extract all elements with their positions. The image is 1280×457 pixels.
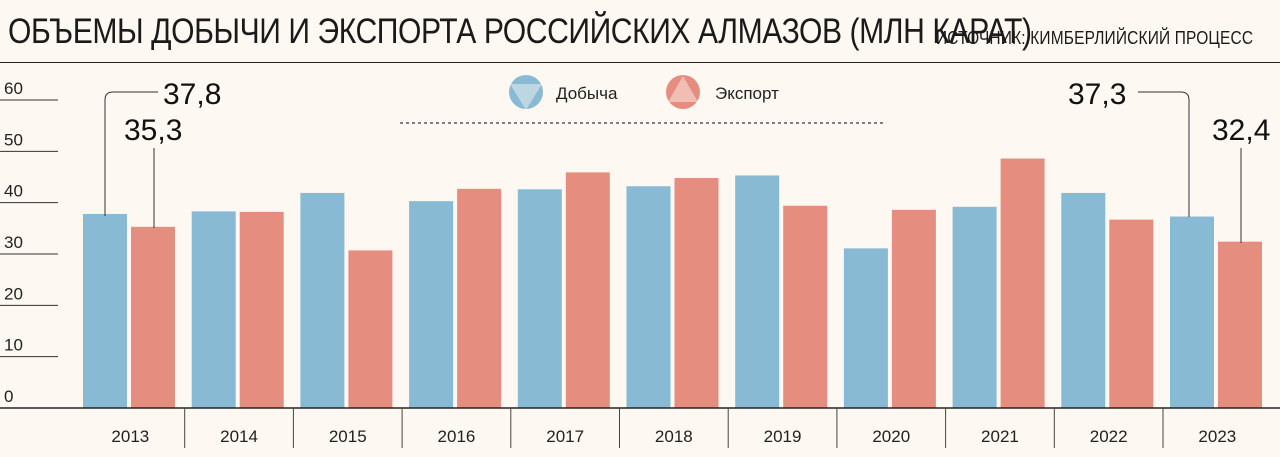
y-tick-label-50: 50 — [4, 130, 23, 149]
x-tick-label-2021: 2021 — [981, 427, 1019, 446]
legend-label-production: Добыча — [556, 84, 618, 103]
legend-item-production: Добыча — [509, 75, 618, 110]
callout-leader-2013-production — [104, 91, 158, 216]
bar-production-2018 — [626, 186, 671, 408]
chart-header: ОБЪЕМЫ ДОБЫЧИ И ЭКСПОРТА РОССИЙСКИХ АЛМА… — [0, 0, 1280, 63]
bar-export-2014 — [239, 211, 284, 408]
callout-leader-2023-production — [1138, 91, 1190, 217]
x-tick-label-2019: 2019 — [764, 427, 802, 446]
x-tick-label-2023: 2023 — [1198, 427, 1236, 446]
bar-production-2014 — [191, 211, 236, 408]
bar-production-2022 — [1061, 192, 1106, 408]
x-tick-label-2022: 2022 — [1090, 427, 1128, 446]
bar-export-2020 — [891, 209, 936, 408]
legend-label-export: Экспорт — [715, 84, 779, 103]
x-tick-label-2018: 2018 — [655, 427, 693, 446]
x-tick-label-2020: 2020 — [872, 427, 910, 446]
bar-export-2016 — [457, 188, 502, 408]
y-tick-label-40: 40 — [4, 182, 23, 201]
bar-production-2020 — [843, 248, 888, 408]
y-tick-label-20: 20 — [4, 284, 23, 303]
bars — [83, 158, 1262, 408]
bar-export-2023 — [1218, 241, 1262, 408]
bar-production-2019 — [735, 175, 780, 408]
bar-production-2015 — [300, 192, 345, 408]
y-tick-label-60: 60 — [4, 79, 23, 98]
x-axis: 2013 2014 2015 2016 2017 2018 2019 2020 2021 2022… — [0, 407, 1280, 448]
x-tick-label-2014: 2014 — [220, 427, 258, 446]
bar-production-2017 — [517, 189, 562, 408]
production-icon — [509, 75, 543, 110]
bar-export-2013 — [131, 226, 175, 408]
y-tick-label-0: 0 — [4, 387, 13, 406]
bar-export-2021 — [1000, 158, 1045, 408]
bar-production-2016 — [409, 201, 454, 408]
bar-export-2017 — [565, 172, 610, 408]
bar-production-2023 — [1170, 216, 1214, 408]
bar-export-2022 — [1109, 219, 1154, 408]
y-tick-label-30: 30 — [4, 233, 23, 252]
chart-source: ИСТОЧНИК: КИМБЕРЛИЙСКИЙ ПРОЦЕСС — [936, 28, 1254, 48]
gridlines — [0, 99, 58, 358]
callout-2023-production: 37,3 — [1068, 78, 1126, 111]
y-axis-labels: 0 10 20 30 40 50 60 — [4, 79, 23, 406]
bar-export-2019 — [783, 205, 828, 408]
chart-title: ОБЪЕМЫ ДОБЫЧИ И ЭКСПОРТА РОССИЙСКИХ АЛМА… — [8, 12, 1032, 51]
y-tick-label-10: 10 — [4, 336, 23, 355]
x-tick-label-2013: 2013 — [111, 427, 149, 446]
bar-production-2013 — [83, 213, 127, 408]
x-tick-label-2015: 2015 — [329, 427, 367, 446]
callout-2013-export: 35,3 — [124, 114, 182, 147]
callout-2013-production: 37,8 — [163, 78, 221, 111]
bar-production-2021 — [952, 206, 997, 408]
x-tick-label-2016: 2016 — [438, 427, 476, 446]
callouts: 37,8 35,3 37,3 32,4 — [104, 78, 1270, 243]
legend: Добыча Экспорт — [400, 75, 885, 124]
legend-item-export: Экспорт — [666, 75, 779, 109]
export-icon — [666, 75, 700, 109]
bar-export-2018 — [674, 178, 719, 408]
x-tick-label-2017: 2017 — [546, 427, 584, 446]
callout-2023-export: 32,4 — [1212, 114, 1270, 147]
bar-export-2015 — [348, 250, 393, 408]
